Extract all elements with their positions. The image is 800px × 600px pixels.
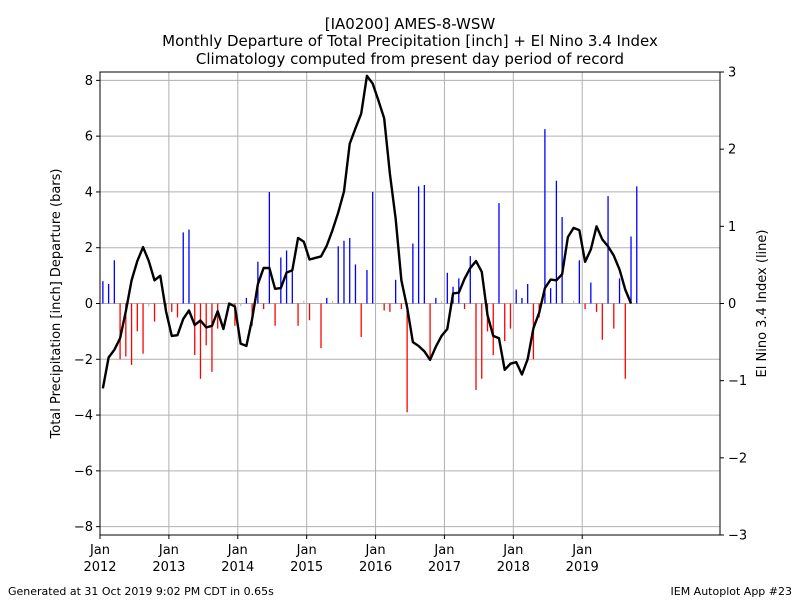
y2-tick-label: 0 [728, 297, 736, 312]
y-axis-right: 3 2 1 0 −1 −2 −3 [720, 66, 747, 544]
y2-tick-label: 1 [728, 220, 736, 235]
precip-departure-bars [102, 129, 638, 413]
x-tick-label-year: 2014 [221, 560, 254, 575]
y2-axis-label: El Nino 3.4 Index (line) [755, 230, 770, 378]
y-tick-label: −8 [74, 520, 93, 535]
chart-title: [IA0200] AMES-8-WSW Monthly Departure of… [162, 15, 658, 68]
x-tick-label-month: Jan [296, 543, 317, 558]
y2-tick-label: 2 [728, 143, 736, 158]
x-axis: Jan 2012 Jan 2013 Jan 2014 Jan 2015 Jan 2016 Jan 20… [83, 535, 599, 575]
x-tick-label-year: 2015 [290, 560, 323, 575]
y-axis-left: 8 6 4 2 0 −2 −4 −6 −8 [74, 74, 100, 535]
y-tick-label: 8 [85, 74, 93, 89]
chart-title-line-3: Climatology computed from present day pe… [196, 50, 624, 68]
y-tick-label: −4 [74, 409, 93, 424]
x-tick-label-year: 2016 [359, 560, 392, 575]
y2-tick-label: −3 [728, 529, 747, 544]
grid-lines [99, 72, 720, 535]
footer-app: IEM Autoplot App #23 [671, 585, 793, 598]
x-tick-label-month: Jan [158, 543, 179, 558]
x-tick-label-year: 2012 [83, 560, 116, 575]
x-tick-label-month: Jan [433, 543, 454, 558]
y2-tick-label: −2 [728, 451, 747, 466]
x-tick-label-month: Jan [571, 543, 592, 558]
x-tick-label-year: 2013 [152, 560, 185, 575]
y-tick-label: 4 [85, 185, 93, 200]
x-tick-label-year: 2018 [497, 560, 530, 575]
chart-title-line-1: [IA0200] AMES-8-WSW [325, 15, 496, 33]
y2-tick-label: 3 [728, 66, 736, 81]
x-tick-label-year: 2017 [428, 560, 461, 575]
y-tick-label: −2 [74, 353, 93, 368]
x-tick-label-year: 2019 [566, 560, 599, 575]
x-tick-label-month: Jan [502, 543, 523, 558]
x-tick-label-month: Jan [227, 543, 248, 558]
x-tick-label-month: Jan [365, 543, 386, 558]
y-tick-label: 0 [85, 297, 93, 312]
y-tick-label: −6 [74, 464, 93, 479]
y-tick-label: 2 [85, 241, 93, 256]
footer-generated: Generated at 31 Oct 2019 9:02 PM CDT in … [8, 585, 274, 598]
y-axis-label: Total Precipitation [inch] Departure (ba… [49, 169, 64, 440]
y-tick-label: 6 [85, 130, 93, 145]
y2-tick-label: −1 [728, 374, 747, 389]
chart-title-line-2: Monthly Departure of Total Precipitation… [162, 32, 658, 50]
nino34-index-line [101, 74, 633, 389]
x-tick-label-month: Jan [89, 543, 110, 558]
